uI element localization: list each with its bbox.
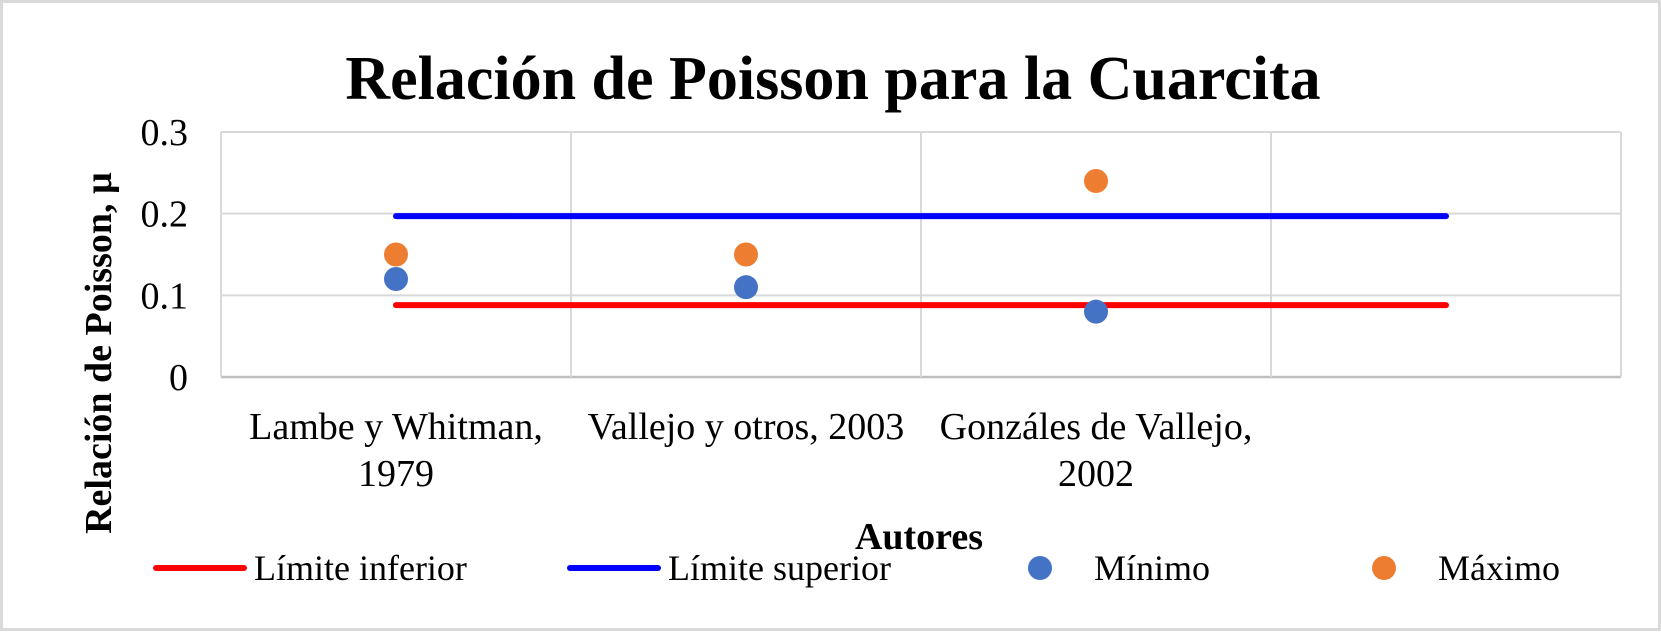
x-tick-label: Vallejo y otros, 2003 <box>588 406 905 448</box>
data-point-m-nimo <box>1084 299 1108 324</box>
y-tick-label: 0.1 <box>141 275 189 317</box>
x-tick-label: 2002 <box>1058 453 1134 495</box>
y-axis-title: Relación de Poisson, µ <box>78 172 120 534</box>
legend-label: Mínimo <box>1094 548 1210 588</box>
data-point-m-ximo <box>384 242 408 267</box>
x-tick-label: 1979 <box>358 453 434 495</box>
y-tick-label: 0 <box>169 357 188 399</box>
legend-label: Límite superior <box>668 548 891 588</box>
legend-label: Máximo <box>1438 548 1560 588</box>
data-point-m-nimo <box>734 275 758 300</box>
legend-item-l-mite-superior: Límite superior <box>567 548 891 588</box>
series-layer <box>384 169 1449 324</box>
data-point-m-ximo <box>1084 169 1108 193</box>
legend-item-m-nimo: Mínimo <box>1028 548 1210 588</box>
chart-title: Relación de Poisson para la Cuarcita <box>345 45 1320 113</box>
y-tick-label: 0.3 <box>141 112 189 154</box>
label-layer: 0 0.1 0.2 0.3 Lambe y Whitman, 1979 Vallejo y … <box>78 45 1321 558</box>
legend-item-m-ximo: Máximo <box>1372 548 1560 588</box>
legend: Límite inferior Límite superior Mínimo Máxi… <box>153 548 1560 588</box>
x-axis-title: Autores <box>855 516 983 558</box>
legend-marker-swatch <box>1372 556 1396 580</box>
legend-label: Límite inferior <box>254 548 467 588</box>
data-point-m-ximo <box>734 242 758 267</box>
chart-svg: 0 0.1 0.2 0.3 Lambe y Whitman, 1979 Vallejo y … <box>78 45 1622 588</box>
x-tick-label: Lambe y Whitman, <box>249 406 543 448</box>
grid-layer <box>220 131 1622 379</box>
legend-marker-swatch <box>1028 556 1052 580</box>
legend-item-l-mite-inferior: Límite inferior <box>153 548 467 588</box>
data-point-m-nimo <box>384 267 408 291</box>
x-tick-label: Gonzáles de Vallejo, <box>940 406 1253 448</box>
y-tick-label: 0.2 <box>141 194 189 236</box>
